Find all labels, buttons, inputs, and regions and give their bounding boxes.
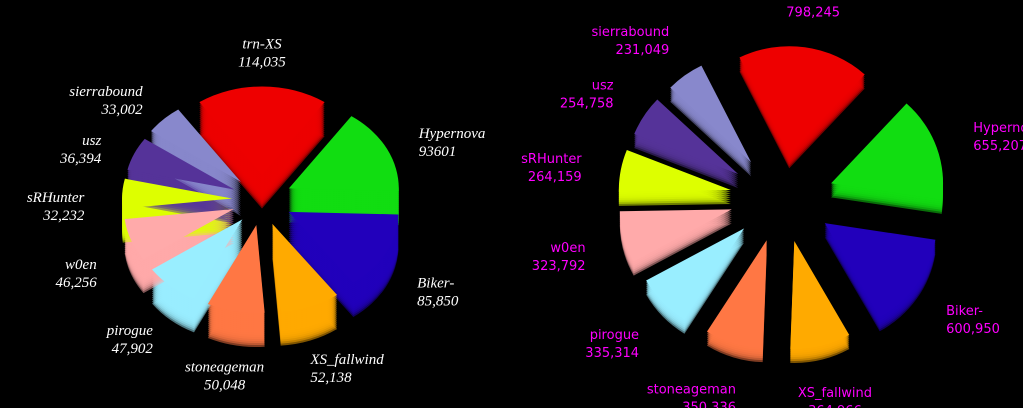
- value-label: 655,207: [973, 139, 1023, 154]
- slice: [739, 46, 865, 155]
- value-label: 254,758: [560, 97, 614, 112]
- value-label: 32,232: [42, 208, 85, 224]
- slice-label: Hypernova: [418, 126, 486, 142]
- chart-panel: trn-XS 798,245 Hypernova 655,207 Biker- 600,9…: [521, 0, 1023, 408]
- slice: [670, 65, 752, 163]
- slice: [646, 228, 745, 320]
- value-label: 46,256: [55, 275, 97, 291]
- slice-label: Biker-: [946, 304, 983, 319]
- slice: [619, 209, 732, 262]
- slice: [634, 99, 739, 175]
- value-label: 798,245: [786, 5, 840, 20]
- value-label: 52,138: [310, 370, 352, 386]
- chart-panel: trn-XS 114,035 Hypernova 93601 Biker- 85,850 X…: [27, 37, 486, 394]
- slice-label: trn-XS: [793, 0, 833, 2]
- slice: [288, 211, 399, 284]
- slice: [272, 223, 338, 312]
- slice: [831, 103, 944, 200]
- slice: [127, 138, 235, 190]
- slice: [618, 149, 731, 192]
- slice-label: XS_fallwind: [798, 386, 872, 401]
- slice: [706, 240, 767, 349]
- pie: [122, 86, 399, 348]
- slice-label: pirogue: [590, 328, 639, 343]
- value-label: 85,850: [417, 293, 459, 309]
- value-label: 364,966: [808, 404, 862, 408]
- slice-label: trn-XS: [242, 37, 282, 53]
- slice: [151, 109, 241, 182]
- value-label: 264,159: [528, 170, 582, 185]
- slice-label: usz: [82, 133, 101, 149]
- slice-label: w0en: [65, 257, 97, 273]
- value-label: 323,792: [532, 259, 586, 274]
- slice: [790, 240, 850, 349]
- slice-label: sierrabound: [69, 84, 143, 100]
- slice-label: Biker-: [417, 275, 454, 291]
- slice-label: sRHunter: [521, 152, 582, 167]
- slice-label: sRHunter: [27, 190, 85, 206]
- slice: [199, 86, 325, 175]
- value-label: 93601: [419, 144, 457, 160]
- slice-label: w0en: [550, 241, 585, 256]
- value-label: 350,336: [682, 401, 736, 408]
- value-label: 47,902: [112, 341, 154, 357]
- value-label: 36,394: [59, 151, 102, 167]
- value-label: 33,002: [100, 102, 143, 118]
- value-label: 50,048: [204, 377, 246, 393]
- slice: [288, 116, 399, 192]
- slice: [122, 178, 233, 209]
- slice-label: Hypernova: [973, 121, 1023, 136]
- slice: [124, 208, 234, 260]
- slice: [207, 225, 265, 314]
- slice: [824, 223, 936, 318]
- slice-label: stoneageman: [185, 359, 264, 375]
- slice-label: pirogue: [106, 323, 153, 339]
- pie: [618, 46, 944, 363]
- slice-label: XS_fallwind: [309, 352, 384, 368]
- slice-label: stoneageman: [647, 383, 736, 398]
- value-label: 600,950: [946, 322, 1000, 337]
- value-label: 231,049: [616, 43, 670, 58]
- slice-label: sierrabound: [592, 25, 670, 40]
- value-label: 114,035: [238, 55, 286, 71]
- slice-label: usz: [592, 79, 614, 94]
- slice: [152, 219, 243, 299]
- value-label: 335,314: [585, 346, 639, 361]
